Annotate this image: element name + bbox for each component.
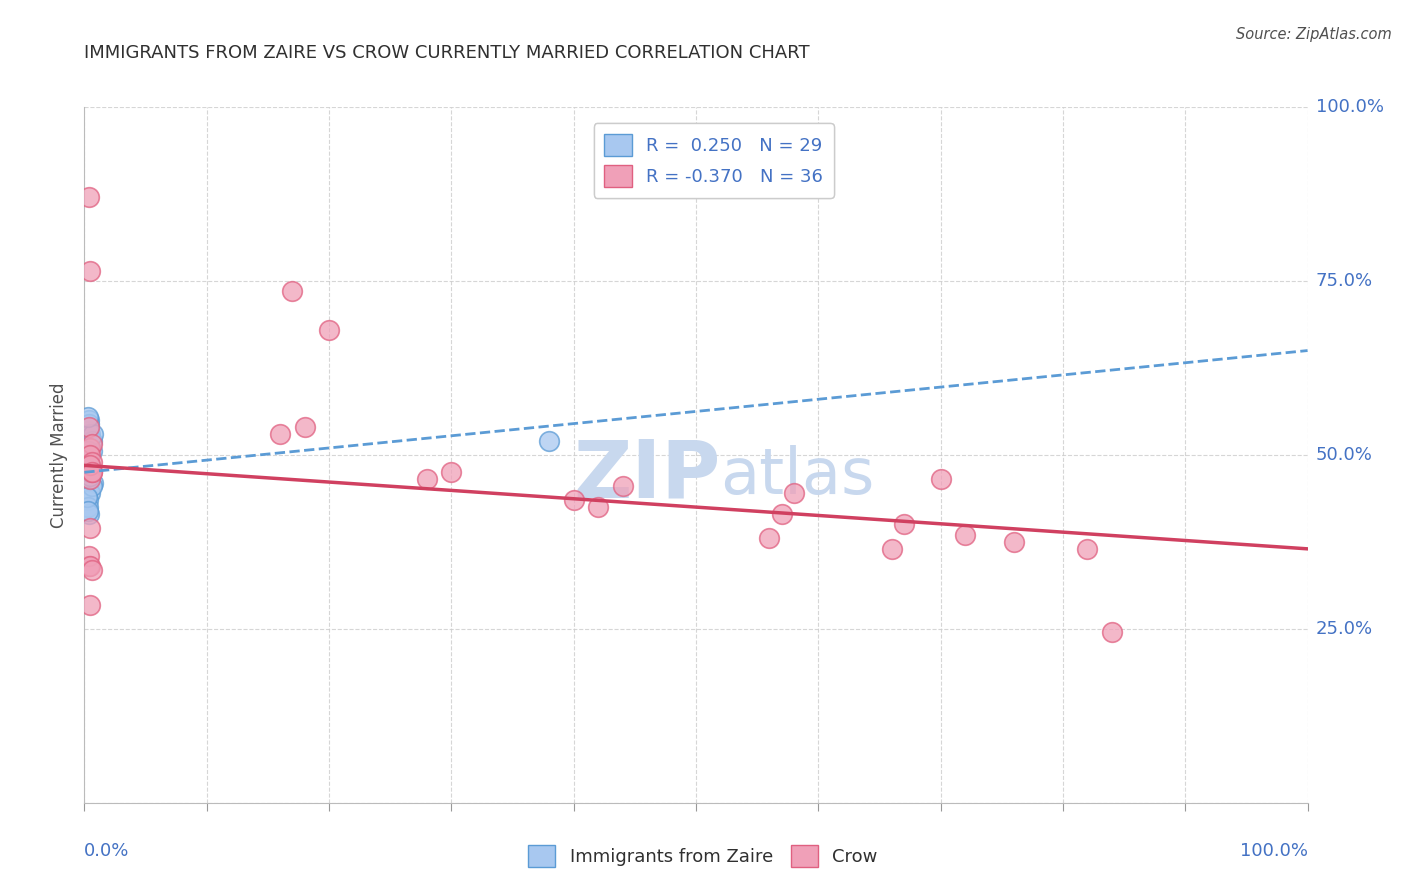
Point — [893, 517, 915, 532]
Point — [77, 420, 100, 434]
Point — [80, 466, 103, 480]
Point — [77, 493, 100, 508]
Point — [76, 490, 98, 504]
Point — [77, 472, 100, 486]
Point — [586, 500, 609, 514]
Point — [612, 479, 634, 493]
Point — [770, 507, 793, 521]
Point — [1076, 541, 1098, 556]
Point — [929, 472, 952, 486]
Point — [79, 466, 101, 480]
Point — [880, 541, 903, 556]
Text: 75.0%: 75.0% — [1316, 272, 1374, 290]
Point — [79, 472, 101, 486]
Point — [440, 466, 463, 480]
Point — [79, 448, 101, 462]
Point — [281, 285, 304, 299]
Point — [77, 451, 100, 466]
Point — [77, 507, 100, 521]
Text: IMMIGRANTS FROM ZAIRE VS CROW CURRENTLY MARRIED CORRELATION CHART: IMMIGRANTS FROM ZAIRE VS CROW CURRENTLY … — [84, 45, 810, 62]
Text: ZIP: ZIP — [574, 437, 720, 515]
Point — [318, 323, 340, 337]
Point — [1002, 535, 1025, 549]
Point — [80, 479, 103, 493]
Point — [80, 434, 103, 448]
Text: atlas: atlas — [720, 445, 875, 507]
Point — [82, 427, 104, 442]
Point — [77, 444, 100, 458]
Text: 50.0%: 50.0% — [1316, 446, 1372, 464]
Legend: R =  0.250   N = 29, R = -0.370   N = 36: R = 0.250 N = 29, R = -0.370 N = 36 — [593, 123, 834, 198]
Point — [79, 441, 101, 455]
Point — [80, 437, 103, 451]
Point — [77, 441, 100, 455]
Point — [79, 486, 101, 500]
Text: 25.0%: 25.0% — [1316, 620, 1374, 638]
Point — [77, 437, 100, 451]
Point — [562, 493, 585, 508]
Point — [783, 486, 806, 500]
Point — [77, 503, 100, 517]
Point — [79, 468, 101, 483]
Point — [77, 559, 100, 574]
Point — [77, 409, 100, 424]
Point — [77, 424, 100, 438]
Point — [77, 455, 100, 469]
Point — [79, 559, 101, 574]
Point — [77, 190, 100, 204]
Point — [77, 448, 100, 462]
Point — [79, 466, 101, 480]
Text: Source: ZipAtlas.com: Source: ZipAtlas.com — [1236, 27, 1392, 42]
Point — [79, 263, 101, 277]
Point — [538, 434, 561, 448]
Point — [82, 475, 104, 490]
Point — [79, 458, 101, 473]
Point — [79, 521, 101, 535]
Text: 100.0%: 100.0% — [1316, 98, 1384, 116]
Point — [80, 455, 103, 469]
Text: 100.0%: 100.0% — [1240, 842, 1308, 860]
Y-axis label: Currently Married: Currently Married — [51, 382, 69, 528]
Point — [416, 472, 439, 486]
Point — [77, 549, 100, 563]
Legend: Immigrants from Zaire, Crow: Immigrants from Zaire, Crow — [520, 838, 886, 874]
Point — [80, 563, 103, 577]
Point — [80, 444, 103, 458]
Point — [80, 466, 103, 480]
Point — [79, 598, 101, 612]
Point — [1101, 625, 1123, 640]
Point — [77, 417, 100, 431]
Point — [77, 500, 100, 514]
Point — [269, 427, 291, 442]
Text: 0.0%: 0.0% — [84, 842, 129, 860]
Point — [79, 431, 101, 445]
Point — [79, 427, 101, 442]
Point — [77, 413, 100, 427]
Point — [294, 420, 316, 434]
Point — [953, 528, 976, 542]
Point — [77, 462, 100, 476]
Point — [758, 532, 780, 546]
